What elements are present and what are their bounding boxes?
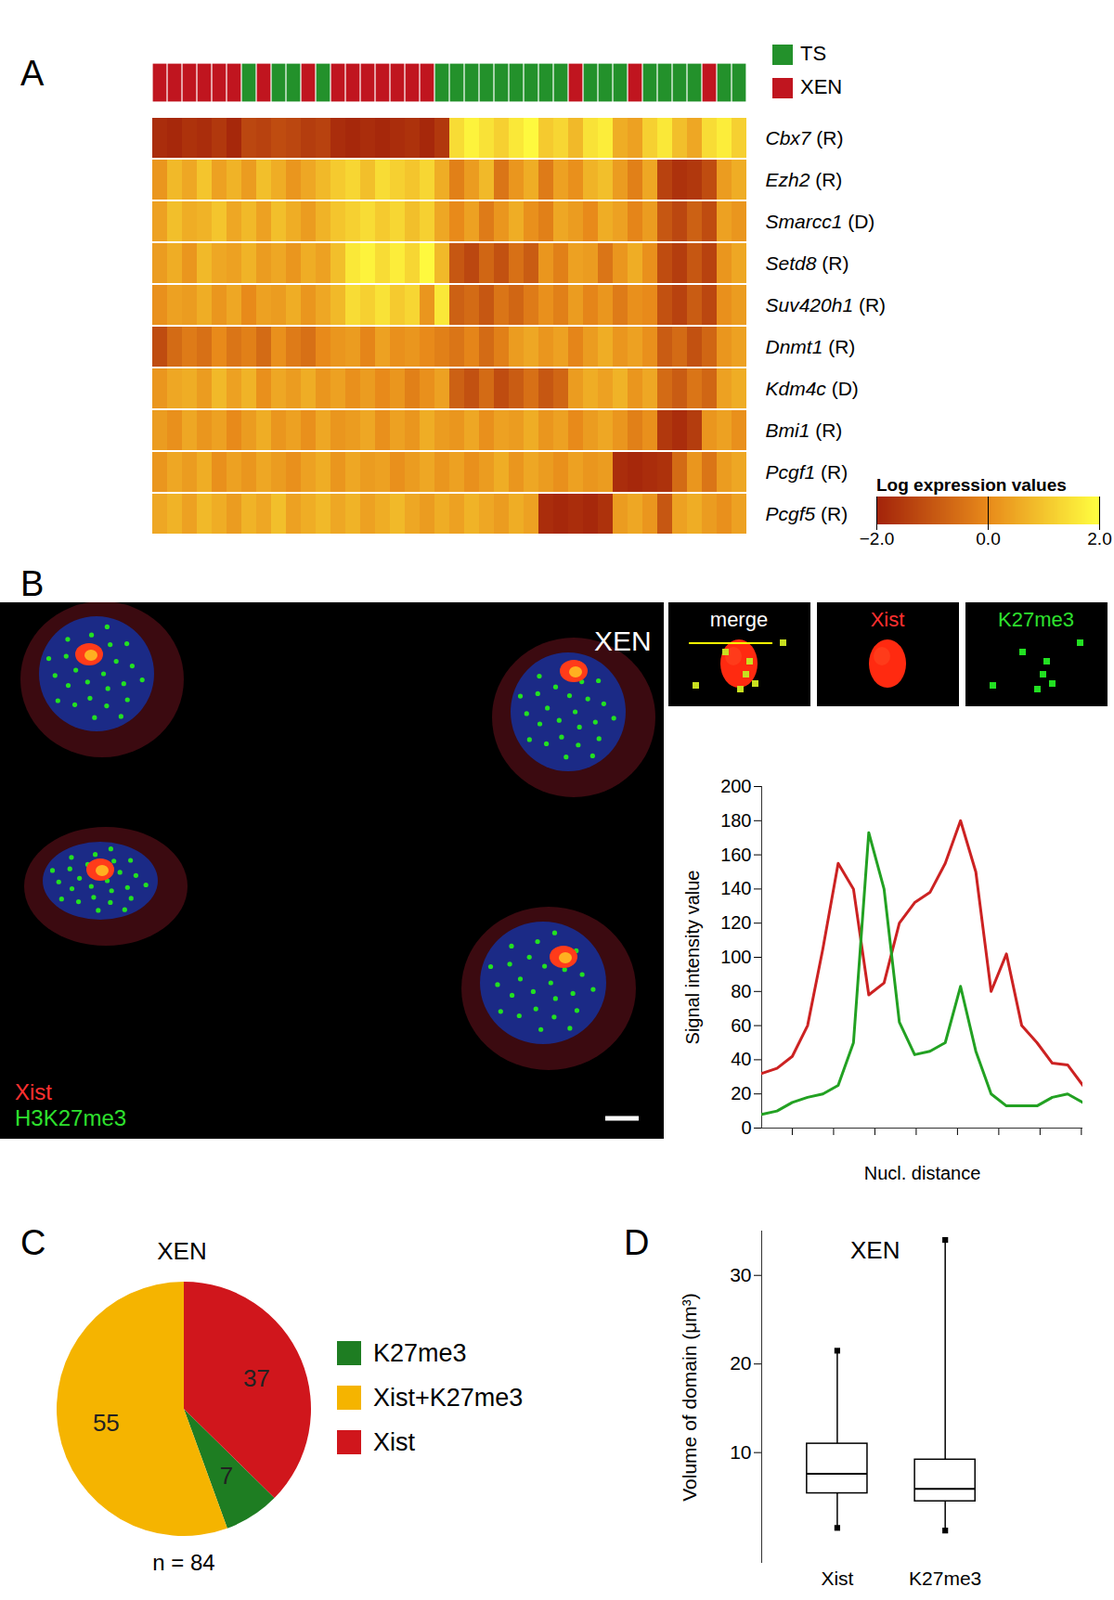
svg-text:Signal intensity value: Signal intensity value [682,870,703,1046]
svg-text:37: 37 [243,1364,271,1393]
svg-text:20: 20 [730,1083,752,1104]
html-text:A: A [20,53,45,93]
svg-text:80: 80 [730,981,752,1002]
svg-text:Kdm4c (D): Kdm4c (D) [765,377,859,400]
svg-text:20: 20 [729,1352,752,1374]
svg-text:K27me3: K27me3 [997,608,1075,632]
html-text:XEN: XEN [800,75,843,99]
svg-text:−2.0: −2.0 [859,529,895,549]
svg-text:K27me3: K27me3 [373,1339,467,1368]
svg-text:Volume of domain (μm³): Volume of domain (μm³) [678,1293,700,1503]
svg-text:30: 30 [729,1264,752,1286]
svg-text:n = 84: n = 84 [152,1550,215,1576]
svg-text:Pcgf1 (R): Pcgf1 (R) [765,461,849,483]
svg-text:2.0: 2.0 [1087,529,1112,549]
svg-text:180: 180 [720,810,752,831]
svg-text:120: 120 [720,912,752,933]
svg-text:Xist: Xist [373,1428,416,1457]
svg-text:XEN: XEN [594,625,652,657]
svg-text:Pcgf5 (R): Pcgf5 (R) [765,503,849,525]
svg-text:55: 55 [92,1409,120,1438]
svg-text:100: 100 [720,946,752,968]
svg-text:XEN: XEN [156,1237,207,1266]
svg-text:160: 160 [720,844,752,866]
svg-text:200: 200 [720,776,752,797]
html-text:XEN: XEN [850,1236,901,1265]
svg-text:Suv420h1 (R): Suv420h1 (R) [765,294,887,316]
svg-text:Dnmt1 (R): Dnmt1 (R) [765,336,856,358]
svg-text:merge: merge [710,608,768,632]
svg-text:7: 7 [220,1462,234,1490]
svg-text:0: 0 [740,1117,752,1139]
html-text:B: B [20,564,45,604]
svg-text:Xist+K27me3: Xist+K27me3 [373,1384,523,1412]
svg-text:Xist: Xist [820,1567,854,1590]
svg-text:10: 10 [729,1441,752,1464]
svg-text:Cbx7 (R): Cbx7 (R) [765,127,844,149]
svg-text:Smarcc1 (D): Smarcc1 (D) [765,210,876,233]
svg-text:Setd8 (R): Setd8 (R) [765,252,850,274]
svg-text:Ezh2 (R): Ezh2 (R) [765,168,843,191]
svg-text:Nucl. distance: Nucl. distance [864,1163,982,1184]
html-text:C: C [20,1223,46,1263]
svg-text:Xist: Xist [870,608,906,632]
svg-text:140: 140 [720,878,752,899]
svg-text:0.0: 0.0 [975,529,1000,549]
svg-text:Bmi1 (R): Bmi1 (R) [765,419,843,441]
svg-text:H3K27me3: H3K27me3 [14,1105,127,1131]
svg-text:60: 60 [730,1015,752,1037]
svg-text:Xist: Xist [14,1079,52,1105]
svg-text:40: 40 [730,1049,752,1070]
html-text:D: D [623,1223,650,1263]
svg-text:Log expression values: Log expression values [876,475,1067,495]
html-text:TS: TS [800,41,827,65]
svg-text:K27me3: K27me3 [908,1567,982,1590]
